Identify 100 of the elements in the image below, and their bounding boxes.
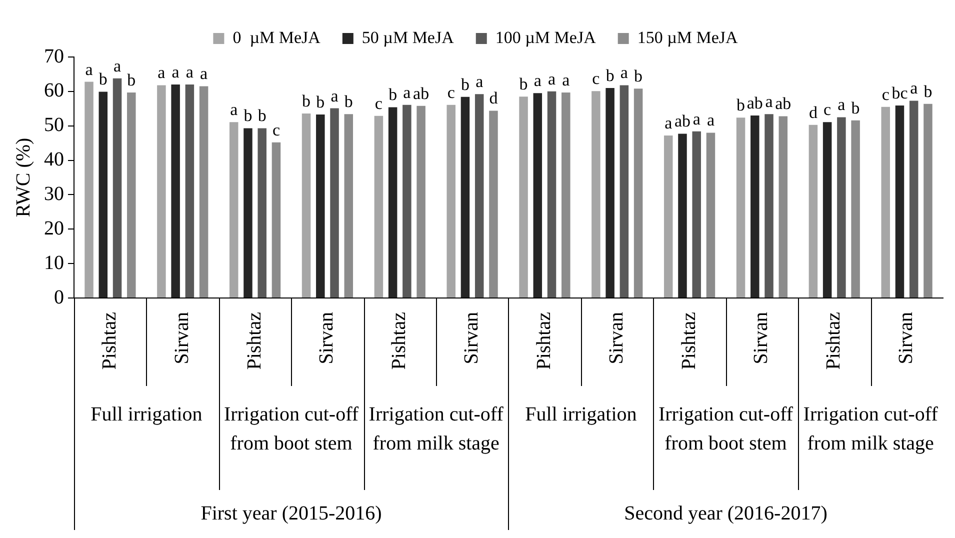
bar bbox=[692, 131, 701, 298]
bar bbox=[244, 128, 252, 298]
data-label: a bbox=[85, 60, 94, 79]
text: Irrigation cut-off from boot stem bbox=[658, 403, 794, 454]
y-tick-label: 40 bbox=[44, 148, 64, 171]
data-label: a bbox=[765, 92, 774, 112]
x-tick-label: Pishtaz bbox=[388, 312, 410, 370]
data-label: a bbox=[113, 56, 122, 76]
x-tick-label: Pishtaz bbox=[532, 312, 555, 370]
bar bbox=[272, 142, 281, 298]
bar bbox=[706, 132, 716, 298]
bar bbox=[664, 135, 673, 298]
x-tick-label: Sirvan bbox=[316, 312, 338, 364]
y-axis-title: RWC (%) bbox=[12, 138, 34, 218]
bar bbox=[388, 107, 398, 298]
bar bbox=[446, 104, 456, 298]
bar bbox=[808, 124, 818, 298]
text: Irrigation cut-off from milk stage bbox=[803, 403, 938, 454]
bar bbox=[229, 122, 238, 298]
y-tick-label: 10 bbox=[44, 252, 64, 274]
y-tick-label: 70 bbox=[44, 45, 64, 68]
x-tick-label: Sirvan bbox=[895, 312, 918, 364]
data-label: a bbox=[330, 86, 339, 106]
data-label: c bbox=[374, 94, 383, 113]
bar bbox=[562, 92, 570, 298]
bar bbox=[316, 114, 325, 298]
data-label: b bbox=[606, 66, 614, 85]
bar bbox=[895, 106, 904, 298]
bar bbox=[98, 92, 108, 298]
data-label: b bbox=[316, 92, 325, 112]
bar bbox=[344, 114, 354, 298]
data-label: a bbox=[706, 110, 715, 130]
data-label: a bbox=[910, 78, 918, 98]
data-label: a bbox=[476, 72, 484, 92]
data-label: a bbox=[620, 63, 628, 82]
bar bbox=[837, 117, 846, 298]
bar bbox=[258, 128, 266, 298]
bar bbox=[764, 114, 774, 298]
data-label: b bbox=[388, 85, 398, 104]
bar bbox=[402, 104, 412, 298]
data-label: b bbox=[127, 70, 136, 90]
bar bbox=[127, 92, 136, 298]
text: First year (2015-2016) bbox=[200, 502, 382, 524]
bar bbox=[634, 88, 643, 298]
text: Second year (2016-2017) bbox=[624, 502, 828, 524]
data-label: a bbox=[186, 62, 194, 82]
bar bbox=[416, 106, 426, 298]
bar bbox=[620, 85, 629, 298]
bar bbox=[778, 116, 788, 298]
text: Irrigation cut-off from boot stem bbox=[224, 403, 359, 454]
y-tick-label: 20 bbox=[44, 217, 64, 240]
x-tick-label: Pishtaz bbox=[98, 312, 120, 370]
bar bbox=[474, 94, 484, 298]
bar bbox=[84, 82, 94, 298]
y-tick-label: 60 bbox=[44, 80, 64, 102]
bar bbox=[547, 91, 556, 298]
legend-label: 0 µM MeJA bbox=[232, 28, 322, 47]
data-label: a bbox=[548, 69, 556, 88]
bar bbox=[374, 116, 384, 298]
x-tick-label: Sirvan bbox=[605, 312, 628, 364]
x-tick-label: Sirvan bbox=[170, 312, 193, 364]
data-label: b bbox=[851, 98, 860, 118]
bar bbox=[924, 104, 932, 298]
data-label: a bbox=[664, 113, 673, 132]
bar bbox=[533, 93, 542, 298]
data-label: b bbox=[736, 96, 746, 115]
text: Irrigation cut-off from milk stage bbox=[368, 403, 504, 454]
x-tick-label: Pishtaz bbox=[243, 312, 266, 370]
data-label: a bbox=[692, 109, 701, 128]
data-label: c bbox=[824, 100, 832, 120]
bar bbox=[606, 88, 614, 298]
bar bbox=[199, 86, 208, 298]
data-label: ab bbox=[674, 112, 691, 131]
data-label: b bbox=[258, 106, 266, 126]
data-label: bc bbox=[892, 84, 908, 103]
bar bbox=[851, 120, 860, 298]
legend-label: 150 µM MeJA bbox=[637, 28, 739, 47]
bar bbox=[330, 108, 339, 298]
data-label: c bbox=[447, 82, 456, 102]
bar bbox=[157, 85, 166, 298]
bar bbox=[460, 96, 470, 298]
data-label: b bbox=[98, 70, 108, 89]
x-tick-label: Pishtaz bbox=[678, 312, 700, 370]
bar bbox=[302, 113, 311, 298]
bar bbox=[489, 110, 498, 298]
bar bbox=[750, 116, 760, 298]
data-label: b bbox=[924, 82, 932, 101]
y-tick-label: 30 bbox=[44, 182, 64, 205]
x-tick-label: Pishtaz bbox=[822, 312, 845, 370]
data-label: a bbox=[158, 63, 166, 82]
bar bbox=[112, 78, 122, 298]
data-label: a bbox=[230, 100, 238, 120]
data-label: b bbox=[244, 106, 252, 126]
bar bbox=[592, 91, 600, 298]
data-label: ab bbox=[746, 93, 763, 112]
data-label: ab bbox=[413, 84, 430, 103]
x-tick-label: Sirvan bbox=[460, 312, 483, 364]
bar bbox=[909, 100, 918, 298]
data-label: c bbox=[882, 84, 890, 104]
text: Full irrigation bbox=[525, 403, 637, 426]
